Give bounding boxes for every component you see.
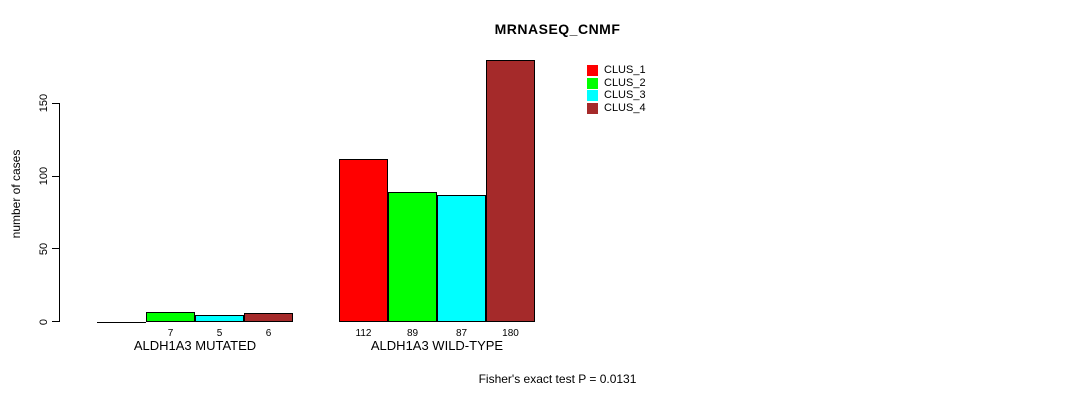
bar-clus-3-aldh1a3-wild-type — [437, 195, 486, 322]
y-axis-tick-label: 100 — [38, 166, 50, 186]
bar-clus-2-aldh1a3-mutated — [146, 312, 195, 322]
legend-item-clus-4: CLUS_4 — [587, 102, 646, 115]
legend-swatch-clus-2 — [587, 77, 598, 89]
bar-value-label: 89 — [406, 328, 419, 339]
legend-swatch-clus-3 — [587, 90, 598, 102]
bar-clus-2-aldh1a3-wild-type — [388, 192, 437, 322]
legend-item-clus-3: CLUS_3 — [587, 90, 646, 103]
legend-label: CLUS_2 — [604, 76, 646, 89]
y-axis-tick-label: 0 — [38, 318, 50, 325]
y-axis-tick — [52, 248, 59, 250]
bar-clus-1-aldh1a3-mutated — [97, 322, 146, 323]
legend-label: CLUS_1 — [604, 63, 646, 76]
y-axis-tick-label: 150 — [38, 94, 50, 113]
legend: CLUS_1 CLUS_2 CLUS_3 CLUS_4 — [587, 64, 646, 115]
bar-value-label: 6 — [265, 328, 272, 339]
y-axis-tick — [52, 321, 59, 323]
bar-value-label: 5 — [216, 328, 223, 339]
x-category-label-aldh1a3-wild-type: ALDH1A3 WILD-TYPE — [370, 338, 504, 353]
legend-item-clus-2: CLUS_2 — [587, 77, 646, 90]
legend-item-clus-1: CLUS_1 — [587, 64, 646, 77]
legend-swatch-clus-4 — [587, 103, 598, 115]
bar-clus-4-aldh1a3-wild-type — [486, 60, 535, 322]
bar-value-label: 112 — [355, 328, 372, 339]
y-axis-line — [59, 103, 60, 322]
bar-clus-4-aldh1a3-mutated — [244, 313, 293, 322]
bar-clus-3-aldh1a3-mutated — [195, 315, 244, 322]
bar-value-label: 180 — [502, 328, 519, 339]
legend-label: CLUS_4 — [604, 102, 646, 115]
y-axis-label: number of cases — [9, 149, 23, 239]
bar-value-label: 7 — [167, 328, 174, 339]
chart-title: MRNASEQ_CNMF — [494, 21, 621, 37]
fisher-test-annotation: Fisher's exact test P = 0.0131 — [478, 372, 637, 386]
x-category-label-aldh1a3-mutated: ALDH1A3 MUTATED — [133, 338, 257, 353]
y-axis-tick — [52, 175, 59, 177]
y-axis-tick — [52, 102, 59, 104]
legend-swatch-clus-1 — [587, 64, 598, 76]
bar-value-label: 87 — [455, 328, 468, 339]
legend-label: CLUS_3 — [604, 89, 646, 102]
bar-clus-1-aldh1a3-wild-type — [339, 159, 388, 322]
y-axis-tick-label: 50 — [38, 242, 50, 256]
